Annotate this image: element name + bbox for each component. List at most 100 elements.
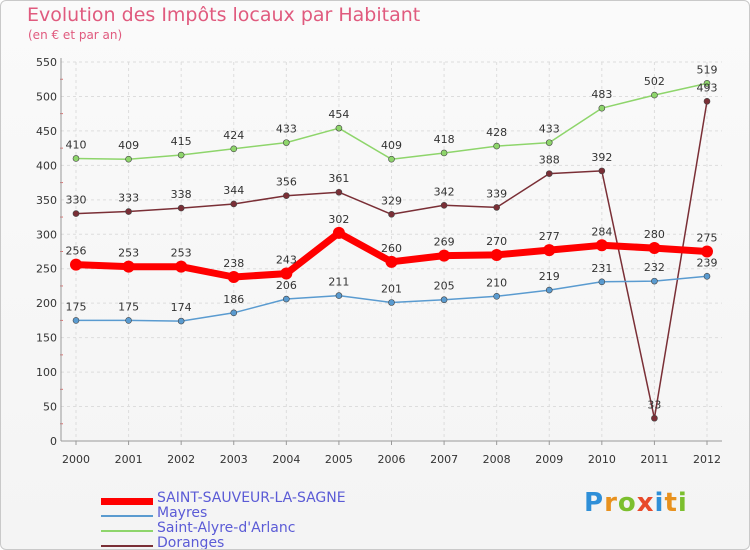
proxiti-logo: Proxiti	[584, 488, 688, 518]
y-tick-label-400: 400	[36, 159, 57, 172]
point-doranges-2007	[440, 202, 448, 209]
data-label-doranges-2004: 356	[276, 176, 297, 189]
data-label-saint-alyre-d-arlanc-2007: 418	[434, 133, 455, 146]
point-saint-sauveur-la-sagne-2005	[332, 226, 345, 239]
data-label-mayres-2006: 201	[381, 282, 402, 295]
data-label-doranges-2009: 388	[539, 154, 560, 167]
legend-label-mayres: Mayres	[157, 505, 208, 521]
point-saint-alyre-d-arlanc-2004	[283, 139, 290, 146]
point-mayres-2011	[651, 277, 658, 285]
y-tick-label-200: 200	[36, 297, 57, 310]
point-saint-sauveur-la-sagne-2012	[701, 245, 713, 258]
data-label-saint-alyre-d-arlanc-2012: 519	[697, 63, 718, 76]
data-label-saint-alyre-d-arlanc-2002: 415	[171, 135, 192, 148]
x-tick-label-2008: 2008	[483, 453, 511, 466]
data-label-saint-sauveur-la-sagne-2002: 253	[171, 247, 192, 260]
point-saint-sauveur-la-sagne-2009	[543, 244, 556, 257]
legend-swatch-saint-sauveur-la-sagne	[101, 497, 153, 505]
data-label-doranges-2012: 493	[697, 81, 718, 94]
data-label-saint-alyre-d-arlanc-2000: 410	[66, 138, 87, 151]
data-label-saint-sauveur-la-sagne-2001: 253	[118, 247, 139, 260]
x-tick-label-2009: 2009	[535, 453, 563, 466]
chart-subtitle: (en € et par an)	[28, 28, 123, 42]
y-tick-label-500: 500	[36, 90, 57, 103]
data-label-doranges-2011: 33	[647, 398, 661, 411]
data-label-saint-sauveur-la-sagne-2007: 269	[434, 236, 455, 249]
point-saint-alyre-d-arlanc-2007	[440, 149, 448, 157]
point-mayres-2010	[598, 278, 606, 286]
point-mayres-2004	[283, 295, 290, 303]
point-saint-sauveur-la-sagne-2006	[385, 255, 398, 268]
point-saint-sauveur-la-sagne-2004	[280, 267, 293, 280]
data-label-saint-sauveur-la-sagne-2010: 284	[591, 225, 612, 238]
point-mayres-2001	[125, 317, 132, 324]
legend-swatch-doranges	[101, 545, 153, 547]
y-tick-label-0: 0	[50, 435, 57, 448]
data-label-saint-alyre-d-arlanc-2010: 483	[591, 88, 612, 101]
point-mayres-2002	[177, 317, 185, 325]
data-label-mayres-2004: 206	[276, 279, 297, 292]
point-saint-alyre-d-arlanc-2012	[703, 80, 711, 87]
legend-label-doranges: Doranges	[157, 535, 225, 550]
data-label-mayres-2000: 175	[66, 300, 87, 313]
data-label-doranges-2007: 342	[434, 185, 455, 198]
y-tick-label-350: 350	[36, 194, 57, 207]
x-tick-label-2000: 2000	[62, 453, 90, 466]
data-label-saint-sauveur-la-sagne-2006: 260	[381, 242, 402, 255]
point-saint-alyre-d-arlanc-2002	[177, 151, 185, 159]
x-tick-label-2002: 2002	[167, 453, 195, 466]
x-tick-label-2003: 2003	[220, 453, 248, 466]
data-label-mayres-2007: 205	[434, 280, 455, 293]
point-mayres-2003	[230, 309, 238, 317]
point-mayres-2006	[388, 299, 395, 306]
point-saint-sauveur-la-sagne-2011	[648, 242, 661, 255]
point-mayres-2005	[335, 292, 343, 299]
point-saint-alyre-d-arlanc-2005	[335, 124, 343, 132]
chart-title: Evolution des Impôts locaux par Habitant	[27, 4, 421, 26]
point-mayres-2012	[703, 273, 711, 280]
data-label-doranges-2005: 361	[328, 172, 349, 185]
data-label-mayres-2002: 174	[171, 301, 192, 314]
point-saint-alyre-d-arlanc-2008	[493, 142, 500, 150]
data-label-mayres-2005: 211	[328, 276, 349, 289]
data-label-mayres-2001: 175	[118, 300, 139, 313]
point-saint-alyre-d-arlanc-2010	[598, 104, 606, 112]
data-label-saint-sauveur-la-sagne-2009: 277	[539, 230, 560, 243]
point-saint-alyre-d-arlanc-2003	[230, 145, 238, 153]
y-tick-label-50: 50	[43, 401, 57, 414]
data-label-doranges-2008: 339	[486, 187, 507, 200]
data-label-doranges-2002: 338	[171, 188, 192, 201]
point-doranges-2008	[493, 204, 500, 211]
data-label-saint-alyre-d-arlanc-2005: 454	[328, 108, 349, 121]
data-label-mayres-2012: 239	[697, 256, 718, 269]
point-mayres-2000	[72, 317, 80, 324]
data-label-saint-alyre-d-arlanc-2003: 424	[223, 129, 244, 142]
y-tick-label-450: 450	[36, 125, 57, 138]
point-saint-sauveur-la-sagne-2008	[490, 248, 503, 261]
data-label-saint-alyre-d-arlanc-2006: 409	[381, 139, 402, 152]
data-label-mayres-2010: 231	[591, 262, 612, 275]
point-doranges-2012	[703, 97, 711, 105]
point-doranges-2005	[335, 188, 343, 196]
point-saint-alyre-d-arlanc-2011	[651, 91, 658, 99]
legend-label-saint-sauveur-la-sagne: SAINT-SAUVEUR-LA-SAGNE	[157, 490, 346, 506]
data-label-mayres-2003: 186	[223, 293, 244, 306]
data-label-saint-alyre-d-arlanc-2009: 433	[539, 123, 560, 136]
data-label-doranges-2000: 330	[66, 194, 87, 207]
point-doranges-2003	[230, 200, 238, 208]
point-doranges-2009	[545, 170, 553, 177]
data-label-saint-alyre-d-arlanc-2001: 409	[118, 139, 139, 152]
data-label-saint-sauveur-la-sagne-2005: 302	[328, 213, 349, 226]
point-saint-alyre-d-arlanc-2006	[388, 155, 395, 163]
data-label-mayres-2008: 210	[486, 276, 507, 289]
data-label-saint-alyre-d-arlanc-2011: 502	[644, 75, 665, 88]
point-mayres-2007	[440, 296, 448, 304]
point-doranges-2010	[598, 167, 606, 175]
data-label-doranges-2003: 344	[223, 184, 244, 197]
data-label-mayres-2011: 232	[644, 261, 665, 274]
point-saint-sauveur-la-sagne-2003	[227, 270, 240, 283]
data-label-saint-sauveur-la-sagne-2012: 275	[697, 232, 718, 245]
x-tick-label-2001: 2001	[115, 453, 143, 466]
